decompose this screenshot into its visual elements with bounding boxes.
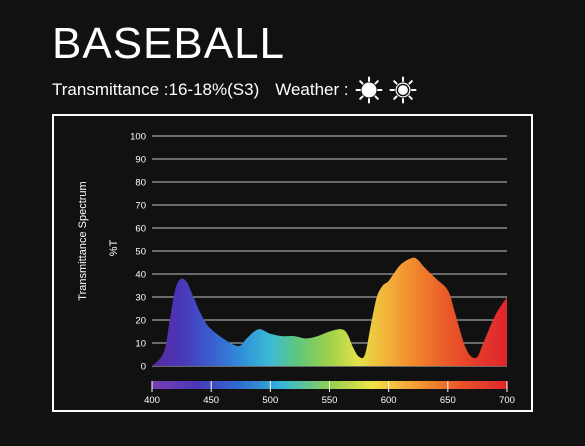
- y-tick-label-20: 20: [135, 316, 146, 327]
- x-tick-label-400: 400: [144, 395, 160, 406]
- spectrum-chart: 0 10 20 30 40 50 60 70 80 90 100 400 450 500 550 600 65…: [77, 132, 515, 407]
- y-tick-label-10: 10: [135, 339, 146, 350]
- y-tick-label-90: 90: [135, 155, 146, 166]
- spectrum-area: [152, 257, 507, 366]
- subtitle-row: Transmittance :16-18%(S3) Weather :: [52, 76, 417, 104]
- x-tick-label-600: 600: [381, 395, 397, 406]
- x-tick-label-500: 500: [262, 395, 278, 406]
- y-tick-label-70: 70: [135, 201, 146, 212]
- y-axis-unit: %T: [108, 239, 120, 256]
- page-title: BASEBALL: [52, 19, 286, 68]
- weather-label: Weather :: [275, 80, 349, 99]
- y-axis-title: Transmittance Spectrum: [77, 181, 89, 300]
- x-tick-label-550: 550: [322, 395, 338, 406]
- y-tick-label-100: 100: [130, 132, 146, 143]
- y-tick-label-80: 80: [135, 178, 146, 189]
- y-tick-label-0: 0: [141, 362, 146, 373]
- chart-frame: 0 10 20 30 40 50 60 70 80 90 100 400 450 500 550 600 65…: [52, 114, 533, 412]
- x-tick-label-650: 650: [440, 395, 456, 406]
- y-tick-label-60: 60: [135, 224, 146, 235]
- transmittance-label: Transmittance :16-18%(S3): [52, 80, 260, 99]
- sun-partial-icon: [389, 76, 417, 104]
- y-tick-label-30: 30: [135, 293, 146, 304]
- y-tick-label-40: 40: [135, 270, 146, 281]
- x-tick-label-700: 700: [499, 395, 515, 406]
- x-tick-label-450: 450: [203, 395, 219, 406]
- y-tick-label-50: 50: [135, 247, 146, 258]
- sun-full-icon: [355, 76, 383, 104]
